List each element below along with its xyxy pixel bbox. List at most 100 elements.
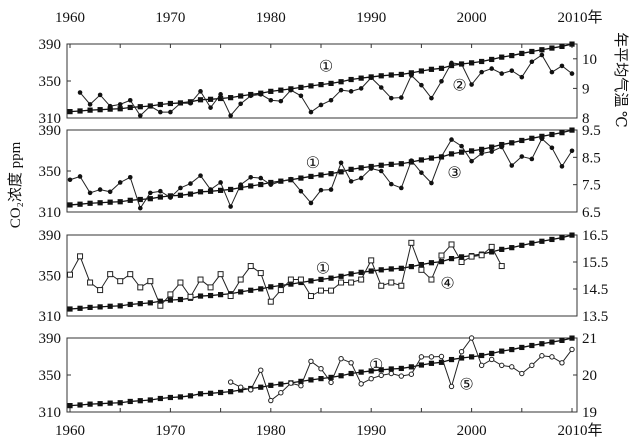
temperature-data-point (148, 190, 153, 196)
co2-data-point (559, 130, 565, 136)
co2-data-point (177, 192, 184, 198)
temperature-data-point (188, 100, 193, 106)
temperature-data-point (207, 284, 214, 291)
temperature-data-point (168, 109, 173, 115)
temperature-data-point (348, 179, 354, 184)
co2-data-point (67, 306, 73, 312)
co2-data-point (569, 335, 575, 341)
co2-data-point (318, 172, 324, 178)
x-tick-label: 1980 (256, 423, 286, 439)
right-tick-label: 9.5 (582, 123, 601, 139)
temperature-data-point (368, 257, 375, 264)
temperature-series-line (69, 241, 503, 307)
co2-data-point (479, 352, 485, 359)
x-tick-label: 1960 (55, 423, 85, 439)
panel-4: 310 350 390 19 20 21 ① ⑤ (39, 331, 598, 421)
temperature-data-point (348, 89, 354, 94)
co2-data-point (509, 52, 515, 59)
panel-2: 310 350 390 6.5 7.5 8.5 9.5 ① ③ (39, 123, 601, 221)
right-tick-label: 8 (582, 111, 590, 127)
temperature-data-point (358, 381, 364, 387)
co2-data-point (448, 356, 455, 363)
temperature-data-point (458, 348, 465, 355)
co2-data-point (539, 47, 545, 53)
temperature-data-point (388, 181, 394, 187)
co2-data-point (238, 387, 244, 393)
co2-data-point (539, 341, 545, 347)
co2-data-point (97, 401, 103, 407)
co2-data-point (418, 68, 424, 74)
co2-series-label: ① (316, 260, 330, 277)
co2-data-point (258, 384, 264, 390)
co2-data-point (529, 342, 535, 349)
temperature-data-point (399, 95, 404, 100)
temperature-data-point (77, 253, 84, 260)
temperature-series-label: ② (452, 78, 466, 95)
temperature-data-point (258, 92, 264, 97)
temperature-data-point (248, 93, 254, 99)
co2-data-point (157, 298, 163, 304)
co2-data-point (298, 378, 304, 384)
co2-data-point (218, 292, 224, 298)
co2-data-point (268, 88, 274, 94)
co2-data-point (67, 403, 73, 409)
co2-data-point (448, 255, 455, 262)
temperature-data-point (218, 92, 223, 97)
co2-data-point (77, 108, 83, 114)
co2-data-point (438, 65, 445, 71)
co2-data-point (408, 70, 414, 76)
temperature-data-point (87, 102, 93, 107)
co2-data-point (207, 292, 214, 299)
right-axis-title: 年平均气温 ℃ (612, 32, 629, 128)
co2-data-point (489, 350, 495, 357)
x-tick-label: 2000 (457, 10, 487, 26)
temperature-data-point (489, 66, 494, 71)
temperature-data-point (178, 185, 183, 191)
co2-data-point (519, 344, 525, 351)
co2-data-point (258, 181, 264, 188)
co2-data-point (368, 368, 374, 374)
temperature-data-point (338, 356, 344, 362)
right-tick-label: 20 (582, 368, 597, 384)
temperature-data-point (137, 205, 143, 211)
temperature-data-point (287, 276, 294, 283)
temperature-data-point (409, 73, 414, 78)
co2-data-point (499, 54, 505, 60)
temperature-data-point (418, 354, 425, 360)
temperature-data-point (67, 177, 73, 183)
co2-data-point (328, 171, 334, 177)
temperature-data-point (198, 89, 203, 94)
temperature-data-point (258, 367, 264, 373)
co2-data-point (298, 84, 304, 90)
temperature-data-point (519, 154, 525, 159)
co2-data-point (499, 246, 505, 252)
co2-data-point (298, 175, 304, 181)
co2-data-point (278, 282, 284, 289)
left-tick-label: 390 (39, 331, 62, 347)
co2-data-point (218, 95, 224, 102)
co2-data-point (448, 62, 455, 69)
co2-data-point (308, 173, 314, 180)
temperature-data-point (519, 74, 525, 80)
temperature-data-point (67, 271, 73, 278)
temperature-data-point (178, 100, 183, 106)
co2-data-point (388, 161, 394, 167)
temperature-data-point (419, 82, 424, 88)
temperature-data-point (328, 287, 335, 294)
temperature-data-point (188, 181, 193, 186)
co2-data-point (117, 199, 123, 205)
temperature-data-point (308, 109, 314, 115)
temperature-data-point (208, 187, 213, 192)
co2-data-point (489, 56, 495, 63)
temperature-data-point (509, 68, 515, 73)
co2-data-point (338, 373, 344, 379)
temperature-data-point (288, 380, 294, 386)
temperature-data-point (378, 168, 384, 174)
co2-data-point (77, 201, 83, 207)
left-tick-label: 310 (39, 205, 62, 221)
co2-data-point (549, 45, 555, 51)
co2-data-point (489, 144, 495, 150)
temperature-data-point (468, 335, 475, 341)
co2-data-point (157, 194, 163, 200)
temperature-data-point (368, 376, 374, 382)
